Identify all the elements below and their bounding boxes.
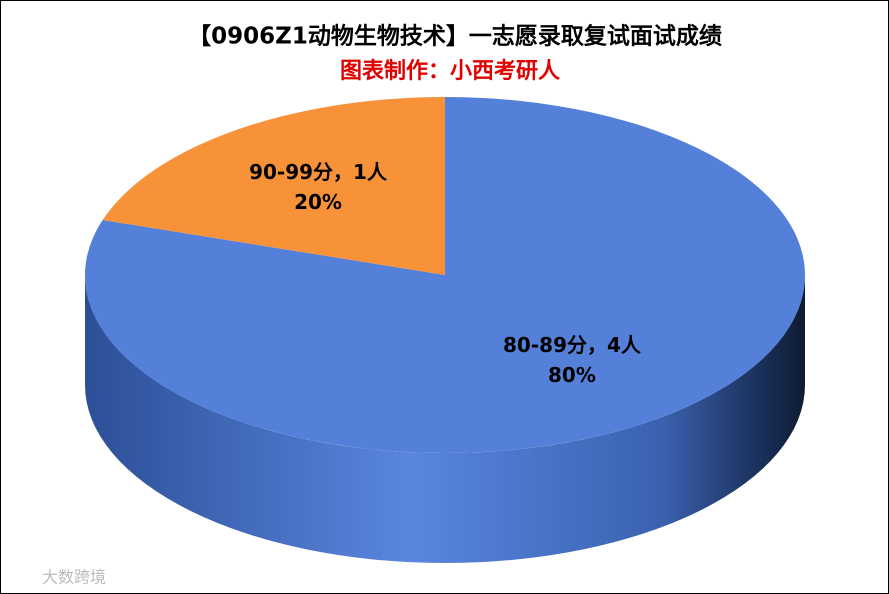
- chart-subtitle: 图表制作：小西考研人: [340, 59, 560, 84]
- pie-side: [85, 275, 805, 563]
- slice-label: 80-89分，4人: [503, 333, 642, 357]
- watermark: 大数跨境: [42, 568, 106, 587]
- value-label: 20%: [294, 190, 342, 214]
- pie-slice: [102, 97, 445, 275]
- chart-title: 【0906Z1动物生物技术】一志愿录取复试面试成绩: [188, 23, 722, 50]
- value-label: 80%: [548, 363, 596, 387]
- slice-label: 90-99分，1人: [249, 160, 388, 184]
